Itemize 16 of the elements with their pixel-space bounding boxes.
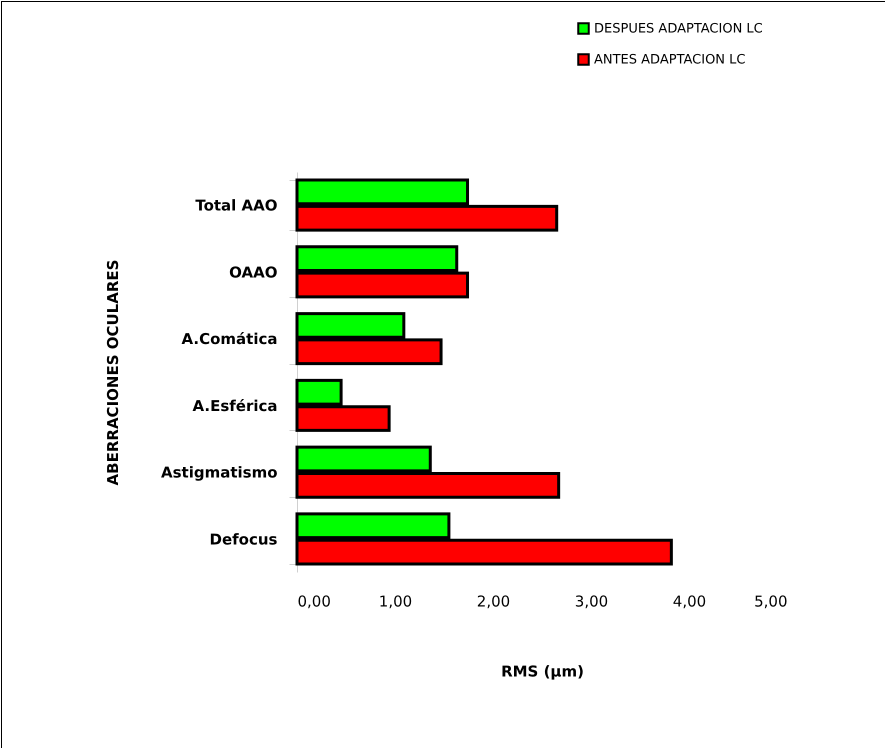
legend-label: ANTES ADAPTACION LC — [594, 52, 746, 68]
y-tick-label: A.Esférica — [192, 396, 278, 415]
y-tick-label: Astigmatismo — [160, 464, 278, 482]
x-tick-label: 4,00 — [672, 592, 706, 610]
x-axis-title: RMS (µm) — [501, 662, 584, 680]
y-tick-label: Defocus — [210, 530, 278, 548]
legend-label: DESPUES ADAPTACION LC — [594, 22, 763, 36]
y-tick-label: A.Comática — [182, 330, 278, 348]
x-tick-label: 2,00 — [476, 592, 510, 610]
y-tick-label: Total AAO — [195, 196, 278, 215]
x-tick-label: 5,00 — [754, 592, 788, 610]
y-tick-label: OAAO — [229, 263, 278, 282]
x-tick-label: 1,00 — [378, 592, 412, 610]
x-tick-label: 3,00 — [574, 592, 608, 610]
x-tick-label: 0,00 — [298, 592, 331, 610]
y-axis-title: ABERRACIONES OCULARES — [104, 260, 122, 486]
